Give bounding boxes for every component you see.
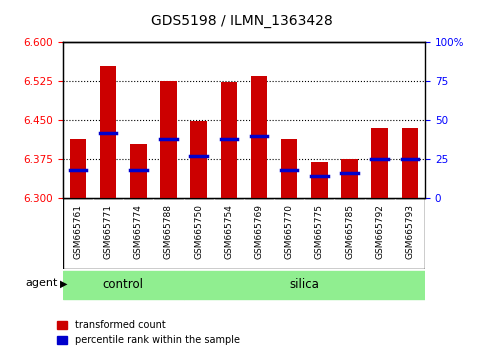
Bar (402, 128, 418, 198)
Text: GSM665785: GSM665785 (345, 204, 354, 259)
Bar (281, 138, 298, 198)
Text: GSM665771: GSM665771 (103, 204, 113, 259)
Text: GSM665775: GSM665775 (315, 204, 324, 259)
Text: GSM665761: GSM665761 (73, 204, 83, 259)
Text: agent: agent (26, 278, 58, 289)
Bar (70, 138, 86, 198)
Bar (190, 121, 207, 198)
Bar (251, 76, 267, 198)
Legend: transformed count, percentile rank within the sample: transformed count, percentile rank withi… (53, 316, 243, 349)
Bar (341, 159, 358, 198)
Bar (184, 271, 425, 299)
Text: GSM665770: GSM665770 (284, 204, 294, 259)
Bar (130, 144, 146, 198)
Text: GSM665788: GSM665788 (164, 204, 173, 259)
Bar (371, 128, 388, 198)
Text: ▶: ▶ (60, 278, 68, 289)
Text: GSM665769: GSM665769 (255, 204, 264, 259)
Text: GSM665792: GSM665792 (375, 204, 384, 259)
Text: GSM665750: GSM665750 (194, 204, 203, 259)
Text: GSM665793: GSM665793 (405, 204, 414, 259)
Bar (311, 162, 327, 198)
Bar (63, 271, 184, 299)
Bar (100, 66, 116, 198)
Bar (160, 81, 177, 198)
Text: GDS5198 / ILMN_1363428: GDS5198 / ILMN_1363428 (151, 14, 332, 28)
Text: silica: silica (289, 279, 319, 291)
Bar (221, 82, 237, 198)
Text: control: control (103, 279, 143, 291)
Text: GSM665774: GSM665774 (134, 204, 143, 259)
Text: GSM665754: GSM665754 (224, 204, 233, 259)
